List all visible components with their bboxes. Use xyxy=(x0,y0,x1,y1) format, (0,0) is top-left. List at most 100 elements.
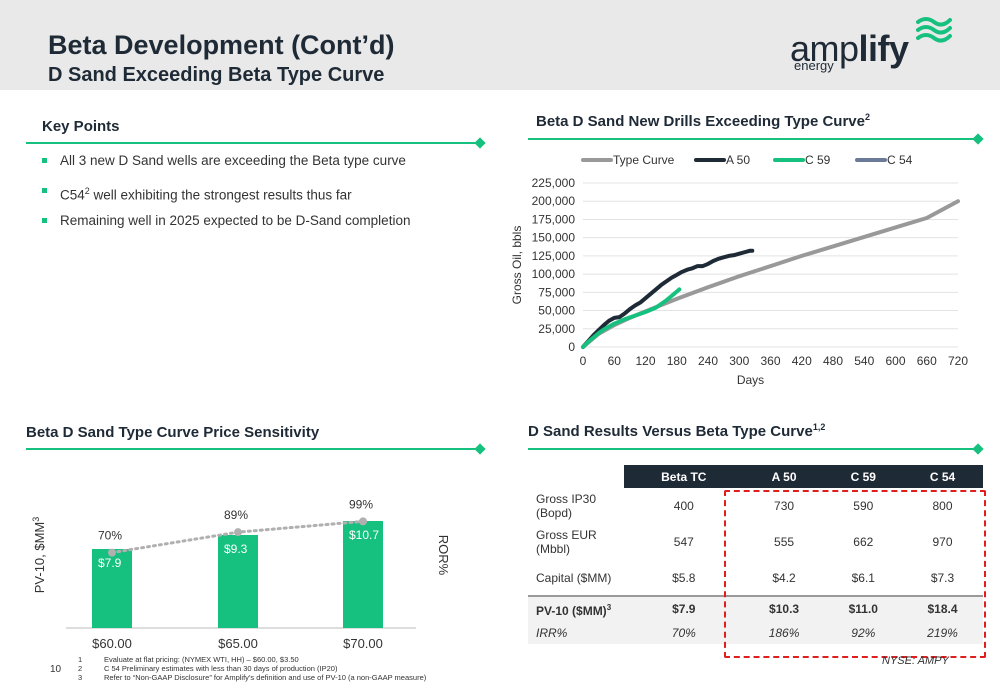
x-tick-label: 300 xyxy=(729,354,749,368)
legend-label: C 59 xyxy=(805,153,831,167)
legend-item: A 50 xyxy=(694,153,750,167)
y-axis-label: Gross Oil, bbls xyxy=(510,226,524,305)
page-title: Beta Development (Cont’d) xyxy=(48,30,395,60)
table-header-row: Beta TC A 50 C 59 C 54 xyxy=(528,465,983,488)
legend-item: C 59 xyxy=(773,153,831,167)
table-header-cell: C 54 xyxy=(902,465,983,488)
key-point-text: All 3 new D Sand wells are exceeding the… xyxy=(60,153,406,168)
table-cell: 92% xyxy=(824,621,903,644)
y-axis-label: PV-10, $MM3 xyxy=(31,517,47,594)
table-cell: 555 xyxy=(774,535,795,549)
bar-value-label: $7.9 xyxy=(98,556,122,570)
table-header-blank xyxy=(528,465,624,488)
series-line-c-59 xyxy=(581,287,682,349)
line-chart-title-text: Beta D Sand New Drills Exceeding Type Cu… xyxy=(536,113,865,130)
x-tick-label: 480 xyxy=(823,354,843,368)
table-title-text: D Sand Results Versus Beta Type Curve xyxy=(528,423,813,440)
table-cell: $4.2 xyxy=(772,570,796,585)
stock-ticker: NYSE: AMPY xyxy=(882,655,949,667)
x-tick-label: 420 xyxy=(792,354,812,368)
table-cell: $7.3 xyxy=(930,570,955,585)
key-point-item: Remaining well in 2025 expected to be D-… xyxy=(40,212,480,242)
table-cell: 219% xyxy=(902,621,983,644)
x-tick-label: 60 xyxy=(608,354,622,368)
footnote-text: C 54 Preliminary estimates with less tha… xyxy=(104,664,338,673)
bar-chart-title: Beta D Sand Type Curve Price Sensitivity xyxy=(26,424,320,441)
table-header-cell: A 50 xyxy=(743,465,825,488)
footnote: 1 Evaluate at flat pricing: (NYMEX WTI, H… xyxy=(78,655,426,664)
legend-item: Type Curve xyxy=(581,153,675,167)
bar-chart: PV-10, $MM3 ROR% $7.9 $60.00 $9.3 $65.00 $10.7… xyxy=(31,497,451,651)
table-cell: 400 xyxy=(673,499,694,513)
footnote-number: 2 xyxy=(78,664,83,673)
key-point-text: well exhibiting the strongest results th… xyxy=(89,187,352,203)
y-tick-label: 150,000 xyxy=(532,231,576,245)
key-point-sup: 2 xyxy=(84,186,90,196)
x-tick-label: 660 xyxy=(917,354,937,368)
category-label: $70.00 xyxy=(343,636,383,651)
row-label: Capital ($MM) xyxy=(536,570,612,585)
y-tick-label: 100,000 xyxy=(532,267,576,281)
footnotes: 1 Evaluate at flat pricing: (NYMEX WTI, H… xyxy=(78,655,426,682)
bar-value-label: $10.7 xyxy=(349,528,379,542)
header-band: Beta Development (Cont’d) D Sand Exceedi… xyxy=(0,0,1000,90)
category-label: $65.00 xyxy=(218,636,258,651)
x-tick-label: 0 xyxy=(580,354,587,368)
logo-subtext: energy xyxy=(794,58,834,73)
table-cell: 730 xyxy=(774,499,795,513)
company-logo: amplify energy xyxy=(790,14,960,74)
table-cell: 547 xyxy=(673,535,694,549)
table-cell: $10.3 xyxy=(743,595,825,621)
x-tick-label: 540 xyxy=(854,354,874,368)
y-tick-label: 75,000 xyxy=(538,285,575,299)
legend-item: C 54 xyxy=(855,153,913,167)
table-row: Gross EUR (Mbbl) 547 555 662 970 xyxy=(528,524,983,560)
key-point-item: C542 well exhibiting the strongest resul… xyxy=(40,182,480,212)
legend-label: A 50 xyxy=(726,153,750,167)
legend-label: Type Curve xyxy=(613,153,675,167)
line-chart: 0 25,000 50,000 75,000 100,000 125,000 150,000… xyxy=(510,153,968,387)
x-tick-label: 120 xyxy=(635,354,655,368)
row-label: IRR% xyxy=(528,621,624,644)
series-line-a-50 xyxy=(581,248,755,349)
key-point-text: C54 xyxy=(60,187,85,203)
table-cell: $5.8 xyxy=(672,570,696,585)
key-points-list: All 3 new D Sand wells are exceeding the… xyxy=(40,152,480,242)
row-label-sup: 3 xyxy=(606,602,612,612)
table-cell: 590 xyxy=(853,499,874,513)
logo-wordmark: amplify xyxy=(790,28,909,70)
wave-icon xyxy=(916,17,952,43)
table-row: Capital ($MM) $5.8 $4.2 $6.1 $7.3 xyxy=(528,560,983,596)
line-chart-rule xyxy=(528,138,978,140)
highlight-dashed-box xyxy=(724,490,986,658)
table-cell: $6.1 xyxy=(851,570,875,585)
table-cell: 70% xyxy=(624,621,744,644)
bar-chart-rule xyxy=(26,448,480,450)
y-tick-label: 225,000 xyxy=(532,176,576,190)
table-row: Gross IP30 (Bopd) 400 730 590 800 xyxy=(528,488,983,524)
table-body: Gross IP30 (Bopd) 400 730 590 800 Gross EUR (… xyxy=(528,488,983,644)
line-chart-title-sup: 2 xyxy=(865,112,871,122)
table-cell: $18.4 xyxy=(902,595,983,621)
table-cell: 662 xyxy=(853,535,874,549)
table-cell: 800 xyxy=(932,499,953,513)
x-tick-label: 720 xyxy=(948,354,968,368)
pv10-row: PV-10 ($MM)3 $7.9 $10.3 $11.0 $18.4 xyxy=(528,595,983,621)
x-tick-label: 180 xyxy=(667,354,687,368)
category-label: $60.00 xyxy=(92,636,132,651)
logo-text-light: amp xyxy=(790,28,859,69)
row-label: Gross EUR (Mbbl) xyxy=(536,528,597,556)
bar xyxy=(218,535,258,628)
key-point-item: All 3 new D Sand wells are exceeding the… xyxy=(40,152,480,182)
footnote-text: Refer to “Non-GAAP Disclosure” for Ampli… xyxy=(104,673,427,682)
key-point-text: Remaining well in 2025 expected to be D-… xyxy=(60,213,411,228)
table-header-cell: Beta TC xyxy=(624,465,744,488)
y-tick-label: 50,000 xyxy=(538,304,575,318)
results-table: Beta TC A 50 C 59 C 54 Gross IP30 (Bopd)… xyxy=(528,465,983,644)
table-title-sup: 1,2 xyxy=(812,422,826,432)
ror-point xyxy=(108,548,116,557)
footnote-text: Evaluate at flat pricing: (NYMEX WTI, HH… xyxy=(104,655,299,664)
page-number: 10 xyxy=(50,664,62,675)
y2-axis-label: ROR% xyxy=(436,535,451,576)
line-chart-title: Beta D Sand New Drills Exceeding Type Cu… xyxy=(536,112,870,130)
